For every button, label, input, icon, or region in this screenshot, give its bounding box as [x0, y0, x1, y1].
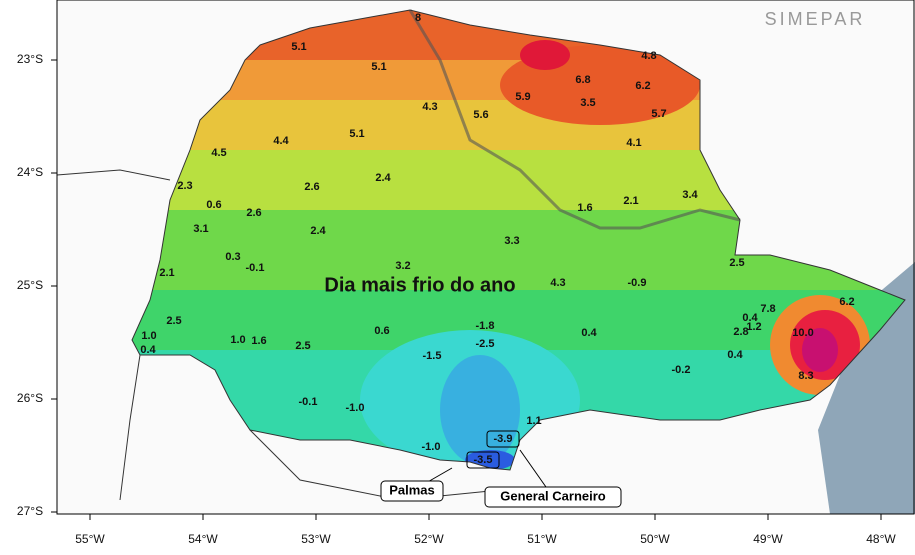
lon-label: 51°W: [527, 532, 557, 546]
station-value: 2.1: [159, 267, 174, 279]
station-value: 6.2: [635, 80, 650, 92]
station-value: 5.1: [371, 61, 386, 73]
station-value: 1.0: [141, 330, 156, 342]
logo: SIMEPAR: [765, 9, 866, 29]
station-value: 5.1: [291, 41, 306, 53]
callout-label: Palmas: [389, 482, 435, 497]
station-value: 2.1: [623, 195, 638, 207]
station-value: 1.2: [746, 321, 761, 333]
station-value: 0.4: [727, 349, 743, 361]
station-value: 8.3: [798, 370, 813, 382]
lon-label: 53°W: [301, 532, 331, 546]
station-value: 0.4: [140, 344, 156, 356]
lat-label: 23°S: [17, 52, 43, 66]
station-value: -0.9: [628, 277, 647, 289]
station-value: 2.6: [304, 181, 319, 193]
lat-label: 26°S: [17, 391, 43, 405]
station-value: 6.2: [839, 296, 854, 308]
station-value: 4.3: [550, 277, 565, 289]
station-value: 4.3: [422, 101, 437, 113]
station-value: 8: [415, 12, 421, 24]
station-value: 4.8: [641, 50, 656, 62]
station-value: -1.0: [422, 441, 441, 453]
station-value: 4.4: [273, 135, 289, 147]
lon-label: 52°W: [414, 532, 444, 546]
station-value: 1.6: [251, 335, 266, 347]
station-box: [486, 430, 520, 448]
lat-label: 25°S: [17, 278, 43, 292]
station-value: 0.4: [742, 312, 758, 324]
map-title: Dia mais frio do ano: [324, 274, 515, 296]
station-value: 2.8: [733, 326, 748, 338]
station-value: 2.5: [295, 340, 310, 352]
station-value: -3.5: [474, 454, 493, 466]
station-value: 5.7: [651, 108, 666, 120]
lon-label: 48°W: [866, 532, 896, 546]
station-value: 4.5: [211, 147, 226, 159]
station-value: -0.1: [246, 262, 265, 274]
station-value: 3.4: [682, 189, 698, 201]
lon-label: 55°W: [75, 532, 105, 546]
station-value: 3.1: [193, 223, 208, 235]
state-border: [131, 9, 906, 471]
station-value: 0.4: [581, 327, 597, 339]
river: [408, 9, 741, 230]
station-value: 2.4: [375, 172, 391, 184]
station-value: 3.5: [580, 97, 595, 109]
station-value: -1.8: [476, 320, 495, 332]
station-box: [466, 451, 500, 469]
station-value: -3.9: [494, 433, 513, 445]
station-value: -0.2: [672, 364, 691, 376]
station-value: 4.1: [626, 137, 641, 149]
station-value: -1.0: [346, 402, 365, 414]
callout-box: [380, 480, 444, 502]
callout-label: General Carneiro: [500, 488, 606, 503]
station-value: 0.6: [374, 325, 389, 337]
station-value: 1.0: [230, 334, 245, 346]
station-value: 2.5: [166, 315, 181, 327]
border-line: [56, 169, 171, 181]
station-value: 3.2: [395, 260, 410, 272]
lon-label: 54°W: [188, 532, 218, 546]
station-value: -1.5: [423, 350, 442, 362]
station-value: 2.3: [177, 180, 192, 192]
callout-box: [484, 486, 622, 508]
border-line: [119, 354, 141, 501]
lon-label: 49°W: [753, 532, 783, 546]
station-value: 2.6: [246, 207, 261, 219]
station-value: 1.6: [577, 202, 592, 214]
border-line: [249, 429, 501, 501]
station-value: 10.0: [792, 327, 813, 339]
station-value: 5.9: [515, 91, 530, 103]
station-value: 2.4: [310, 225, 326, 237]
station-value: 3.3: [504, 235, 519, 247]
lon-label: 50°W: [640, 532, 670, 546]
ocean: [818, 262, 915, 514]
station-value: 5.6: [473, 109, 488, 121]
station-value: -0.1: [299, 396, 318, 408]
station-value: -2.5: [476, 338, 495, 350]
station-value: 0.3: [225, 251, 240, 263]
station-value: 2.5: [729, 257, 744, 269]
station-value: 1.1: [526, 415, 541, 427]
lat-label: 27°S: [17, 504, 43, 518]
station-value: 6.8: [575, 74, 590, 86]
station-value: 0.6: [206, 199, 221, 211]
station-value: 5.1: [349, 128, 364, 140]
map-frame: [56, 0, 915, 515]
lat-label: 24°S: [17, 165, 43, 179]
station-value: 7.8: [760, 303, 775, 315]
